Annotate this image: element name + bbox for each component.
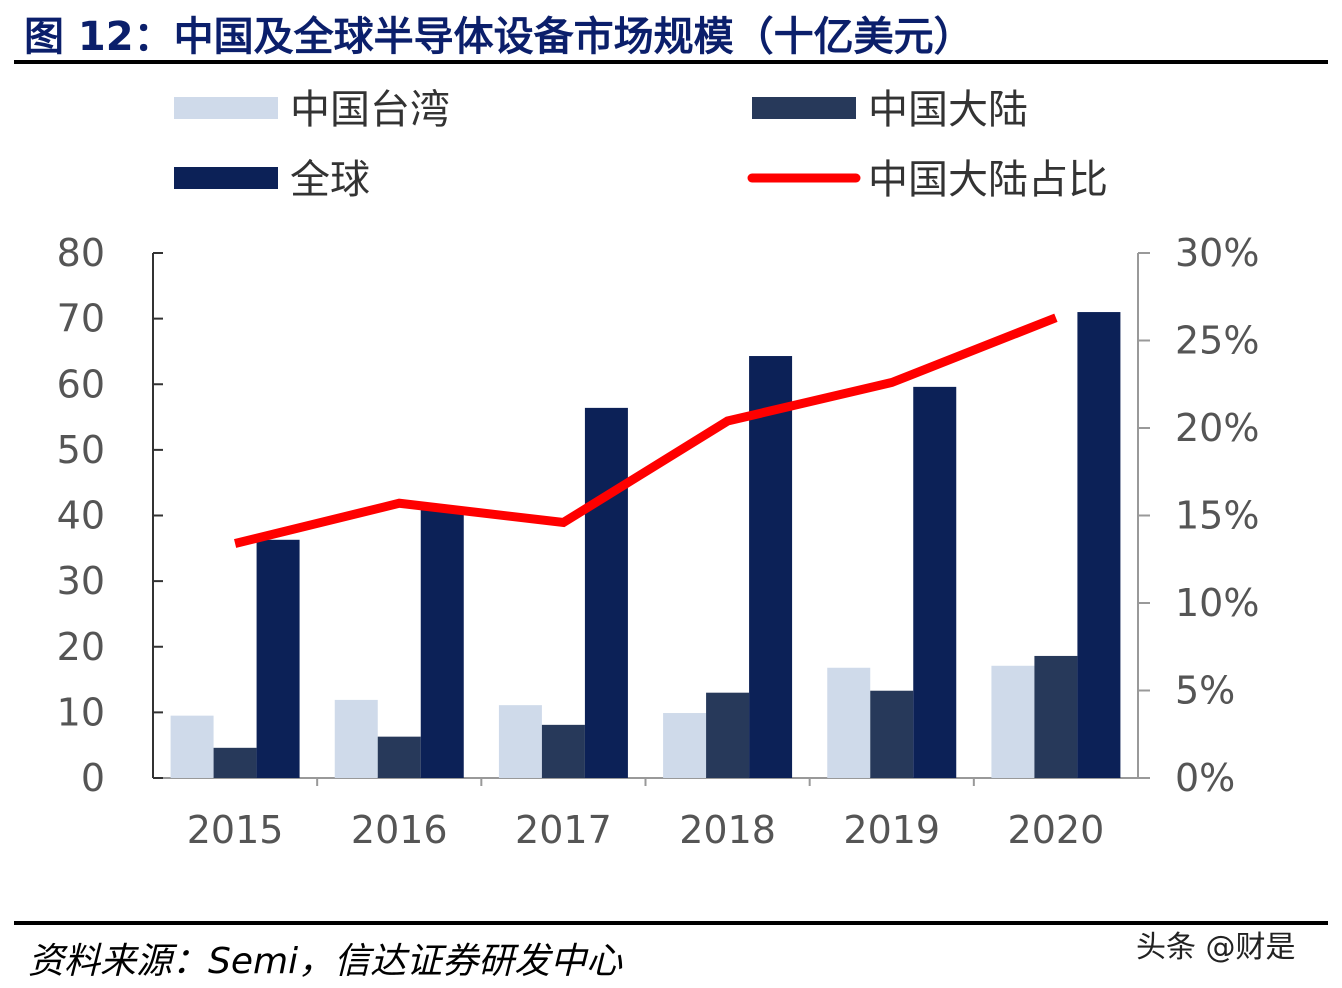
x-tick-label: 2019 <box>843 808 940 852</box>
right-tick-label: 0% <box>1175 756 1235 800</box>
legend-label: 中国大陆 <box>868 87 1028 133</box>
x-tick-label: 2015 <box>187 808 284 852</box>
bar-中国大陆-2015 <box>213 747 257 778</box>
left-tick-label: 0 <box>81 756 105 800</box>
bar-全球-2018 <box>749 356 793 778</box>
left-tick-label: 80 <box>57 231 105 275</box>
x-tick-label: 2018 <box>679 808 776 852</box>
legend-swatch <box>174 167 278 189</box>
left-tick-label: 20 <box>57 625 105 669</box>
legend-label: 中国大陆占比 <box>868 157 1108 203</box>
bar-全球-2016 <box>420 508 464 778</box>
right-tick-label: 15% <box>1175 494 1259 538</box>
legend-swatch <box>174 97 278 119</box>
right-tick-label: 5% <box>1175 669 1235 713</box>
right-tick-label: 30% <box>1175 231 1259 275</box>
left-tick-label: 50 <box>57 428 105 472</box>
bar-中国台湾-2018 <box>663 713 707 778</box>
right-tick-label: 20% <box>1175 406 1259 450</box>
bar-中国台湾-2015 <box>170 715 214 778</box>
x-tick-label: 2017 <box>515 808 612 852</box>
watermark: 头条 @财是 <box>1136 930 1296 965</box>
bar-中国大陆-2019 <box>870 690 914 778</box>
right-tick-label: 10% <box>1175 581 1259 625</box>
left-tick-label: 70 <box>57 297 105 341</box>
bar-全球-2020 <box>1077 312 1121 778</box>
x-tick-label: 2016 <box>351 808 448 852</box>
x-tick-label: 2020 <box>1008 808 1105 852</box>
line-中国大陆占比 <box>234 313 1058 548</box>
bar-全球-2015 <box>256 539 300 778</box>
left-tick-label: 60 <box>57 362 105 406</box>
bar-全球-2017 <box>584 407 628 778</box>
chart-title: 图 12：中国及全球半导体设备市场规模（十亿美元） <box>24 14 974 60</box>
bar-全球-2019 <box>913 386 957 778</box>
legend-label: 全球 <box>290 157 370 203</box>
left-tick-label: 40 <box>57 494 105 538</box>
legend-swatch <box>752 97 856 119</box>
source-note: 资料来源：Semi，信达证券研发中心 <box>28 941 623 982</box>
bar-中国大陆-2016 <box>377 736 421 778</box>
bar-中国大陆-2017 <box>541 724 585 778</box>
bar-中国台湾-2020 <box>991 665 1035 778</box>
legend-label: 中国台湾 <box>290 87 450 133</box>
title-divider <box>14 60 1328 64</box>
right-tick-label: 25% <box>1175 319 1259 363</box>
bar-中国台湾-2016 <box>334 699 378 778</box>
bar-中国台湾-2019 <box>827 667 871 778</box>
left-tick-label: 30 <box>57 559 105 603</box>
left-tick-label: 10 <box>57 690 105 734</box>
bar-中国大陆-2018 <box>706 692 750 778</box>
bar-中国大陆-2020 <box>1034 655 1078 778</box>
source-divider <box>14 921 1328 925</box>
bar-中国台湾-2017 <box>498 705 542 778</box>
